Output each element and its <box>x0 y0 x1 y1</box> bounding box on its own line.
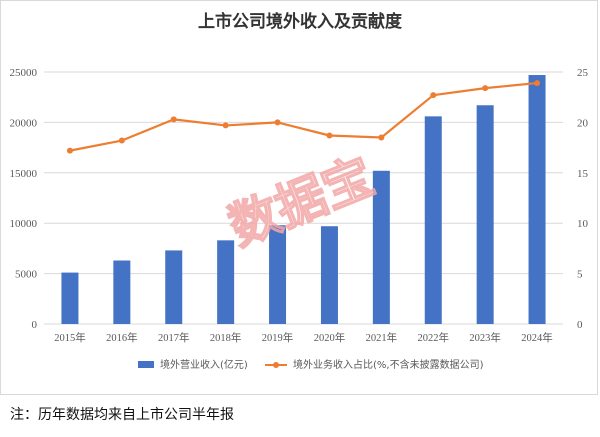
x-tick-label: 2019年 <box>262 331 294 344</box>
watermark: 数据宝 <box>221 147 382 257</box>
line-point <box>378 134 385 141</box>
y-right-tick-label: 25 <box>577 67 589 79</box>
legend-label-line: 境外业务收入占比(%,不含未披露数据公司) <box>293 358 484 371</box>
bar <box>217 240 235 324</box>
x-tick-label: 2017年 <box>158 331 190 344</box>
bar <box>476 105 494 324</box>
y-left-tick-label: 10000 <box>10 218 38 230</box>
y-left-tick-label: 0 <box>32 319 38 331</box>
line-point <box>274 119 281 126</box>
line-point <box>326 132 333 139</box>
y-left-tick-label: 20000 <box>10 117 38 129</box>
line-point <box>482 85 489 92</box>
series-line <box>69 81 538 152</box>
x-tick-label: 2015年 <box>54 331 86 344</box>
line-point <box>170 116 177 123</box>
y-right-tick-label: 20 <box>577 117 589 129</box>
bar <box>372 170 390 324</box>
line-point <box>534 80 541 87</box>
x-tick-label: 2018年 <box>210 331 242 344</box>
bar-series <box>61 75 546 325</box>
grid-lines <box>44 71 563 325</box>
y-right-tick-label: 15 <box>577 168 589 180</box>
line-point <box>222 122 229 129</box>
axis-labels: 0 5000 10000 15000 20000 25000 0 5 10 15 20 25 2015年… <box>10 67 589 344</box>
chart-title: 上市公司境外收入及贡献度 <box>198 11 403 32</box>
x-tick-label: 2023年 <box>469 331 501 344</box>
y-left-tick-label: 5000 <box>15 269 38 281</box>
line-series <box>66 80 541 154</box>
chart-frame: 上市公司境外收入及贡献度 0 5000 10000 15000 20000 25000 0 5… <box>0 0 598 395</box>
x-tick-label: 2021年 <box>366 331 398 344</box>
line-point <box>118 137 125 144</box>
line-point <box>430 92 437 99</box>
y-right-tick-label: 5 <box>577 269 583 281</box>
x-tick-label: 2024年 <box>521 331 553 344</box>
x-tick-label: 2016年 <box>106 331 138 344</box>
legend-line-marker <box>273 362 279 368</box>
x-tick-label: 2022年 <box>418 331 450 344</box>
bar <box>424 116 442 325</box>
y-right-tick-label: 0 <box>577 319 583 331</box>
chart: 上市公司境外收入及贡献度 0 5000 10000 15000 20000 25000 0 5… <box>10 11 589 371</box>
bar <box>320 226 338 324</box>
legend-bar-swatch <box>138 361 154 368</box>
bar <box>269 225 287 324</box>
bar <box>61 272 79 324</box>
legend: 境外营业收入(亿元) 境外业务收入占比(%,不含未披露数据公司) <box>138 358 484 371</box>
footnote: 注：历年数据均来自上市公司半年报 <box>10 407 234 423</box>
x-tick-label: 2020年 <box>314 331 346 344</box>
bar <box>528 75 546 324</box>
y-right-tick-label: 10 <box>577 218 589 230</box>
bar <box>165 250 183 324</box>
line-point <box>66 147 73 154</box>
y-left-tick-label: 25000 <box>10 67 38 79</box>
bar <box>113 260 131 324</box>
legend-label-bar: 境外营业收入(亿元) <box>160 358 248 371</box>
y-left-tick-label: 15000 <box>10 168 38 180</box>
